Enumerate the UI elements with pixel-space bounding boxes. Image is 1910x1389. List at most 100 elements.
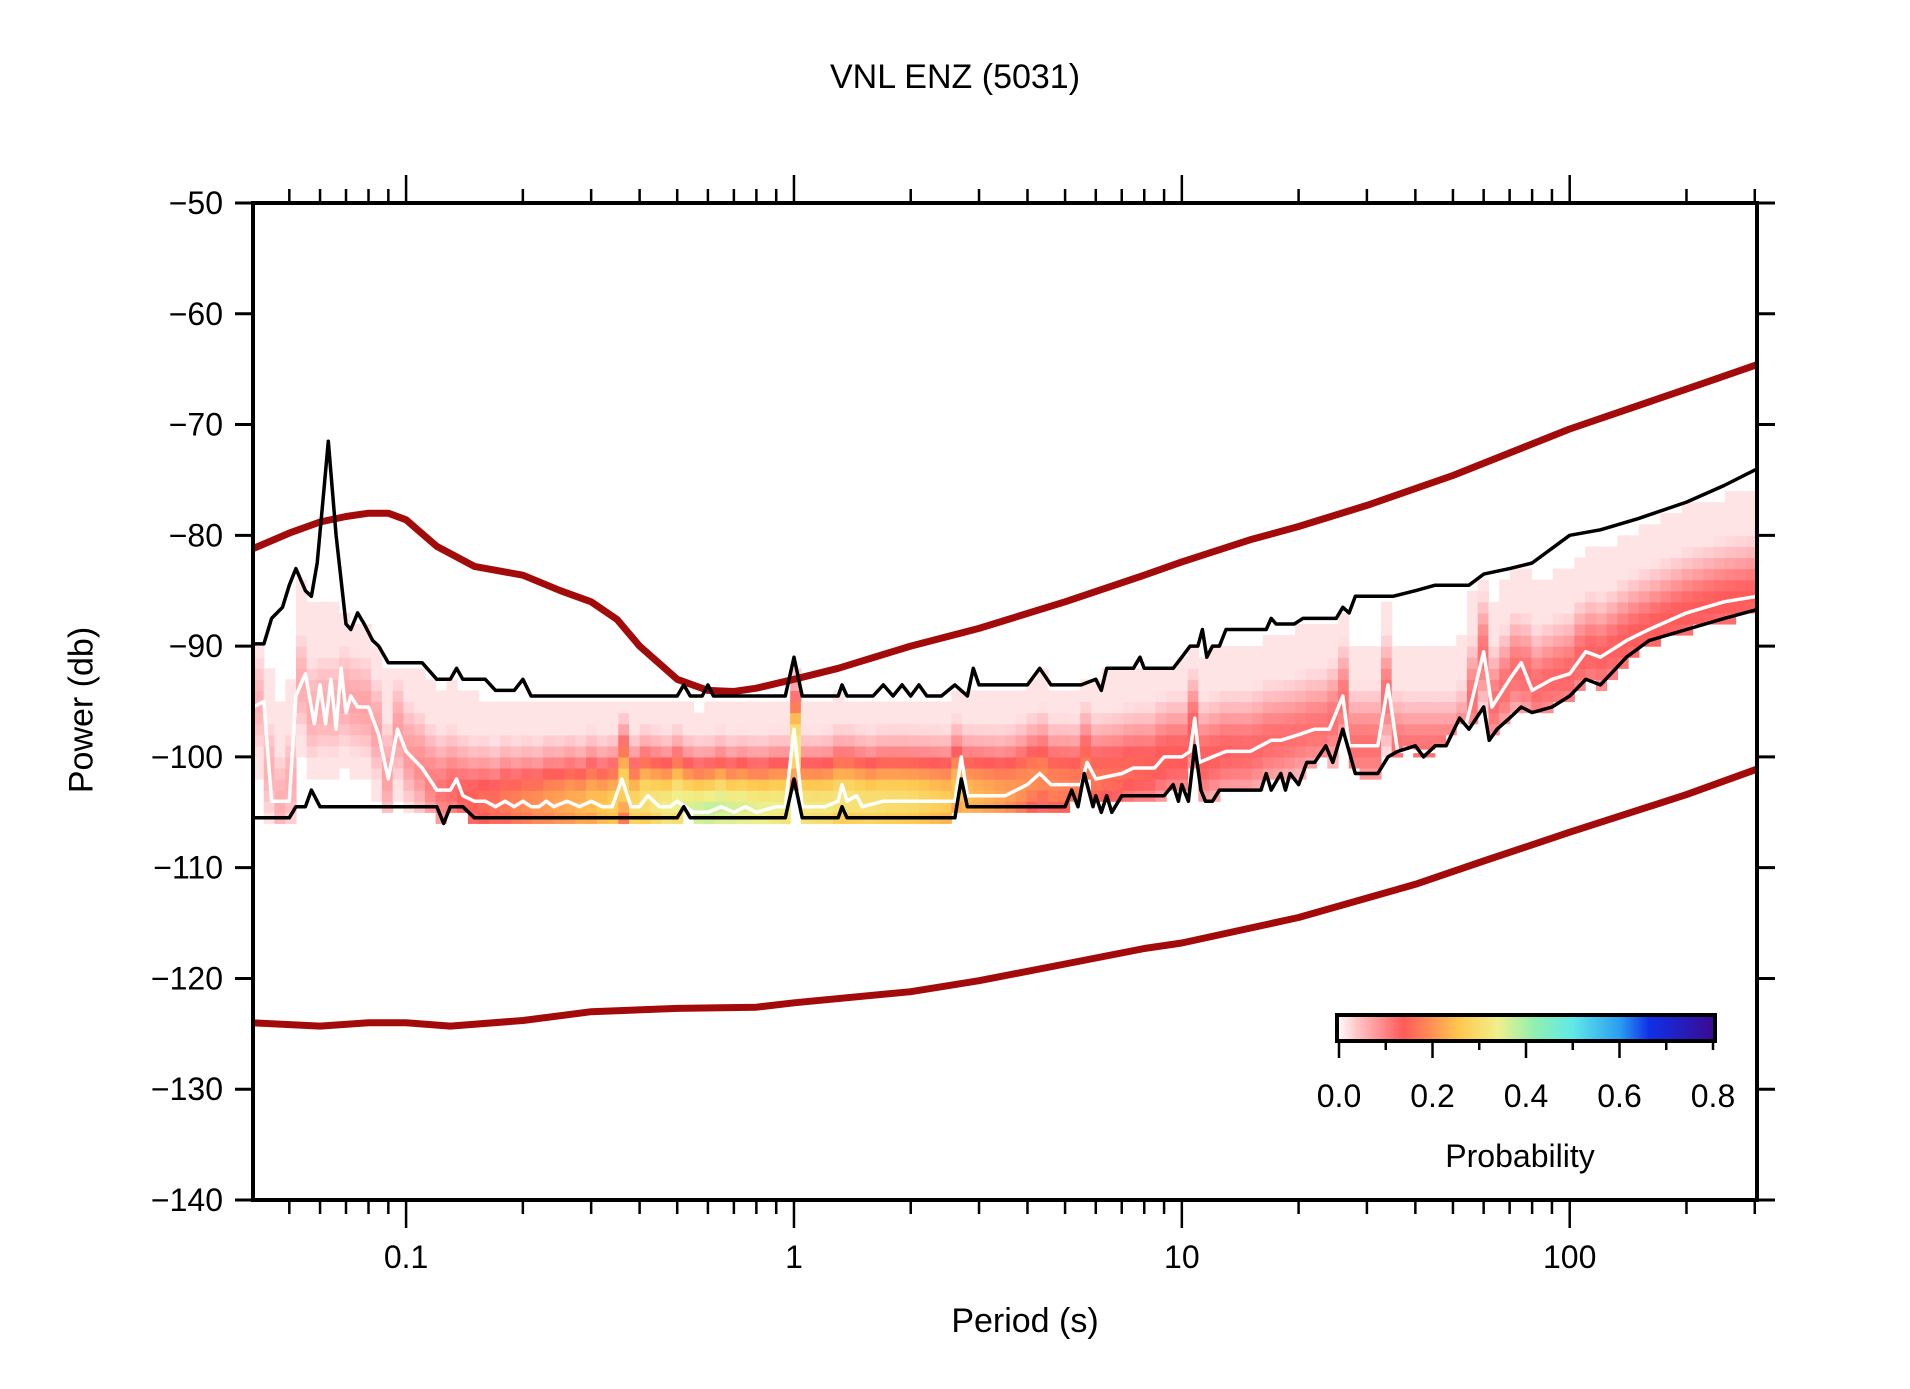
density-cell — [1112, 668, 1124, 680]
density-cell — [263, 801, 276, 813]
density-cell — [747, 767, 759, 780]
density-cell — [725, 745, 738, 758]
density-cell — [1681, 546, 1694, 559]
density-cell — [317, 679, 329, 692]
density-cell — [693, 745, 705, 758]
density-cell — [1262, 646, 1275, 658]
density-cell — [543, 734, 555, 747]
density-cell — [1703, 502, 1715, 514]
density-cell — [704, 712, 716, 725]
density-cell — [1542, 635, 1554, 647]
density-cell — [1015, 790, 1028, 802]
density-cell — [478, 756, 490, 769]
density-cell — [1144, 723, 1156, 736]
density-cell — [650, 745, 662, 758]
density-cell — [1509, 568, 1522, 581]
density-cell — [747, 801, 759, 813]
density-cell — [1735, 601, 1747, 614]
density-cell — [811, 779, 823, 791]
density-cell — [1638, 568, 1651, 581]
density-cell — [543, 801, 555, 813]
density-cell — [1101, 756, 1114, 769]
density-cell — [360, 679, 372, 692]
density-cell — [639, 734, 652, 747]
series-line-nlnm — [253, 765, 1757, 1030]
density-cell — [1434, 668, 1447, 680]
y-axis-label: Power (db) — [62, 626, 101, 794]
density-cell — [1456, 646, 1468, 658]
density-cell — [1198, 756, 1210, 769]
density-cell — [543, 723, 555, 736]
density-cell — [639, 701, 652, 714]
density-cell — [392, 745, 404, 758]
density-cell — [1381, 745, 1393, 758]
density-cell — [1359, 646, 1371, 658]
density-cell — [1552, 590, 1565, 603]
density-cell — [1219, 734, 1232, 747]
density-cell — [822, 756, 834, 769]
density-cell — [306, 767, 319, 780]
density-cell — [629, 767, 641, 780]
density-cell — [1338, 679, 1350, 692]
density-cell — [1338, 668, 1350, 680]
density-cell — [414, 756, 426, 769]
density-cell — [800, 779, 813, 791]
density-cell — [1144, 690, 1156, 703]
density-cell — [1542, 668, 1554, 680]
density-cell — [607, 745, 619, 758]
density-cell — [1327, 623, 1339, 636]
density-cell — [1112, 745, 1124, 758]
density-cell — [596, 723, 609, 736]
density-cell — [671, 756, 684, 769]
density-cell — [1123, 712, 1135, 725]
density-cell — [1391, 723, 1404, 736]
density-cell — [1628, 557, 1640, 570]
density-cell — [575, 734, 587, 747]
density-cell — [1047, 712, 1060, 725]
density-cell — [553, 712, 566, 725]
density-cell — [521, 756, 533, 769]
density-cell — [639, 790, 652, 802]
density-cell — [908, 801, 920, 813]
density-cell — [1166, 734, 1178, 747]
density-cell — [1381, 612, 1393, 625]
density-cell — [994, 723, 1006, 736]
density-cell — [1026, 767, 1038, 780]
density-cell — [1015, 701, 1028, 714]
density-cell — [253, 690, 265, 703]
density-cell — [1692, 546, 1704, 559]
density-cell — [1542, 601, 1554, 614]
density-cell — [274, 734, 286, 747]
density-cell — [1252, 723, 1264, 736]
density-cell — [328, 723, 340, 736]
density-cell — [1681, 513, 1694, 525]
density-cell — [1359, 723, 1371, 736]
density-cell — [919, 734, 931, 747]
density-cell — [736, 734, 748, 747]
density-cell — [403, 779, 415, 791]
density-cell — [1434, 723, 1447, 736]
density-cell — [263, 790, 276, 802]
density-cell — [1595, 668, 1608, 680]
density-cell — [607, 767, 619, 780]
density-cell — [360, 635, 372, 647]
density-cell — [1058, 767, 1071, 780]
density-cell — [1327, 635, 1339, 647]
density-cell — [822, 734, 834, 747]
density-cell — [1628, 579, 1640, 592]
density-cell — [1381, 701, 1393, 714]
density-cell — [972, 701, 985, 714]
density-cell — [500, 734, 512, 747]
density-cell — [1090, 779, 1103, 791]
density-cell — [1026, 723, 1038, 736]
density-cell — [371, 756, 383, 769]
density-cell — [1574, 590, 1586, 603]
density-cell — [1434, 734, 1447, 747]
density-cell — [671, 723, 684, 736]
density-cell — [1112, 790, 1124, 802]
density-cell — [1563, 579, 1575, 592]
density-cell — [295, 668, 308, 680]
density-cell — [929, 756, 942, 769]
density-cell — [768, 701, 780, 714]
density-cell — [854, 745, 866, 758]
